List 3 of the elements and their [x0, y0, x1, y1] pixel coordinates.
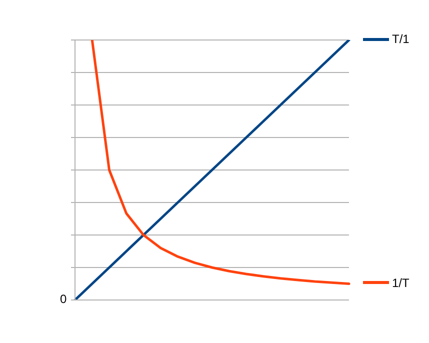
text: 0	[60, 292, 67, 306]
legend-label: 1/T	[392, 276, 410, 290]
legend-label: T/1	[392, 32, 410, 46]
